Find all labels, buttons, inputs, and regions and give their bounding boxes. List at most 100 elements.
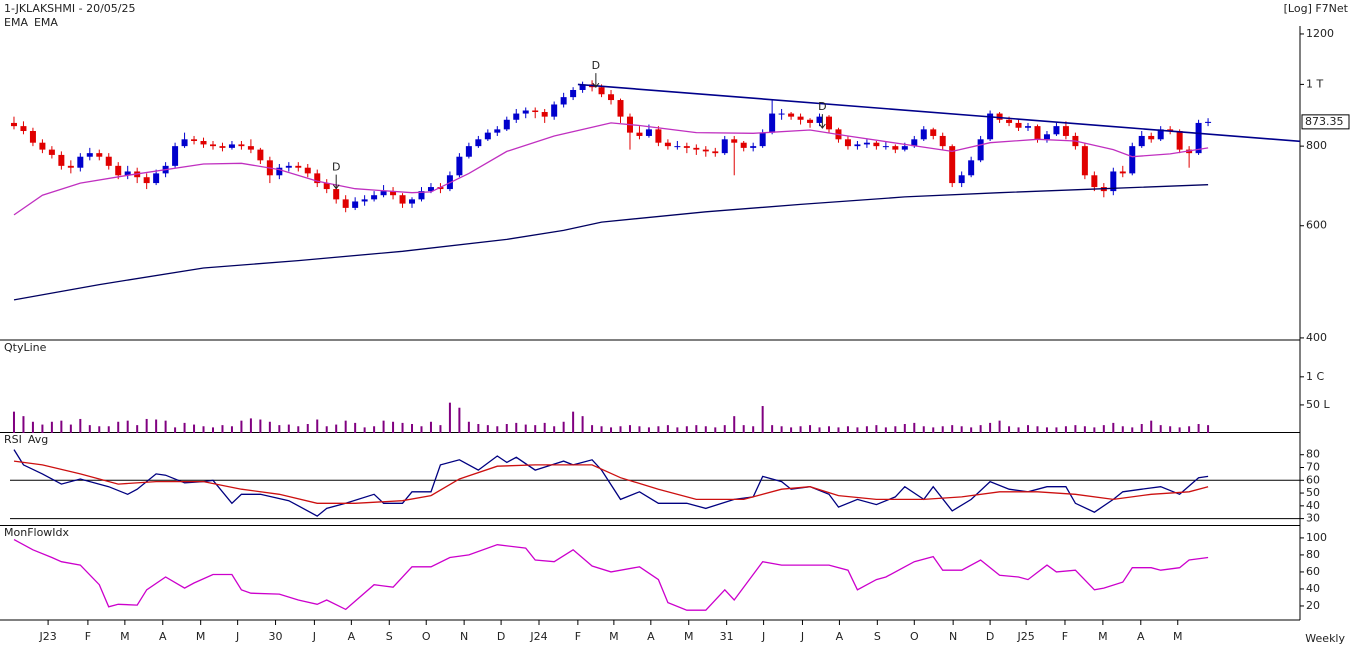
y-tick-label: 1 T <box>1306 77 1323 90</box>
candle-body <box>778 113 785 115</box>
volume-bar <box>98 426 101 433</box>
volume-bar <box>1140 424 1143 433</box>
x-tick-label: J <box>800 630 804 643</box>
volume-bar <box>1055 427 1058 433</box>
candle-body <box>683 146 690 148</box>
volume-bar <box>600 426 603 433</box>
candle-body <box>475 139 482 147</box>
candle-body <box>20 126 27 131</box>
volume-bar <box>193 424 196 433</box>
volume-bar <box>723 425 726 433</box>
volume-bar <box>221 425 224 433</box>
x-tick-label: M <box>609 630 619 643</box>
candle-body <box>1062 126 1069 136</box>
candle-body <box>39 142 46 150</box>
legend-entry: Avg <box>28 433 48 446</box>
volume-bar <box>818 427 821 433</box>
legend-entry: EMA <box>4 16 28 29</box>
volume-bar <box>657 426 660 433</box>
volume-bar <box>420 426 423 433</box>
candle-body <box>380 191 387 196</box>
candle-body <box>570 89 577 98</box>
volume-bar <box>174 427 177 433</box>
candle-body <box>77 156 84 168</box>
y-tick-label: 800 <box>1306 139 1327 152</box>
y-tick-label: 100 <box>1306 531 1327 544</box>
panel-title: QtyLine <box>4 341 47 354</box>
x-tick-label: O <box>422 630 431 643</box>
volume-bar <box>259 419 262 433</box>
candle-body <box>153 173 160 184</box>
volume-bar <box>837 427 840 433</box>
volume-bar <box>534 425 537 433</box>
x-tick-label: 31 <box>720 630 734 643</box>
x-tick-label: J <box>235 630 239 643</box>
candle-body <box>532 110 539 113</box>
volume-bar <box>695 425 698 433</box>
volume-bar <box>145 418 148 433</box>
volume-bar <box>382 420 385 433</box>
candle-body <box>333 189 340 200</box>
volume-bar <box>316 419 319 433</box>
candle-body <box>314 173 321 184</box>
volume-bar <box>884 427 887 433</box>
volume-bar <box>1178 427 1181 433</box>
candle-body <box>863 142 870 145</box>
x-tick-label: A <box>647 630 655 643</box>
annotation-arrow <box>592 73 600 89</box>
series-line <box>13 539 1209 611</box>
candle-body <box>655 129 662 143</box>
volume-bar <box>610 427 613 433</box>
volume-bar <box>249 418 252 433</box>
volume-bar <box>1102 425 1105 433</box>
volume-bar <box>979 425 982 433</box>
y-tick-label: 40 <box>1306 499 1320 512</box>
volume-bar <box>136 425 139 433</box>
x-tick-label: J <box>761 630 765 643</box>
candle-body <box>437 187 444 190</box>
y-tick-label: 80 <box>1306 548 1320 561</box>
legend-entry: EMA <box>34 16 58 29</box>
candle-body <box>418 191 425 200</box>
y-tick-label: 30 <box>1306 512 1320 525</box>
x-axis-label: Weekly <box>1305 632 1345 645</box>
candle-body <box>1043 134 1050 140</box>
candle-body <box>228 144 235 148</box>
volume-bar <box>230 426 233 433</box>
volume-bar <box>164 420 167 433</box>
volume-bar <box>392 421 395 433</box>
candle-body <box>295 165 302 168</box>
volume-bar <box>486 425 489 433</box>
x-tick-label: J <box>312 630 316 643</box>
candle-body <box>399 195 406 204</box>
candle-body <box>901 146 908 150</box>
candle-body <box>390 191 397 196</box>
volume-bar <box>742 425 745 433</box>
series-line <box>13 460 1209 504</box>
volume-bar <box>553 426 556 433</box>
volume-bar <box>1093 427 1096 433</box>
volume-bar <box>543 422 546 433</box>
candle-body <box>181 139 188 147</box>
volume-bar <box>790 427 793 433</box>
candle-body <box>1176 130 1183 150</box>
x-tick-label: N <box>460 630 468 643</box>
candle-body <box>854 144 861 147</box>
volume-bar <box>581 416 584 433</box>
y-tick-label: 60 <box>1306 473 1320 486</box>
volume-bar <box>1008 426 1011 433</box>
volume-bar <box>297 426 300 433</box>
volume-bar <box>1197 424 1200 433</box>
candle-body <box>323 183 330 190</box>
y-tick-label: 1200 <box>1306 27 1334 40</box>
candle-body <box>522 110 529 114</box>
x-tick-label: A <box>1137 630 1145 643</box>
candle-body <box>96 153 103 157</box>
volume-bar <box>628 425 631 433</box>
x-tick-label: J24 <box>529 630 547 643</box>
candle-body <box>1110 171 1117 192</box>
annotation: D <box>818 100 826 113</box>
candle-body <box>238 144 245 147</box>
volume-bar <box>799 426 802 433</box>
